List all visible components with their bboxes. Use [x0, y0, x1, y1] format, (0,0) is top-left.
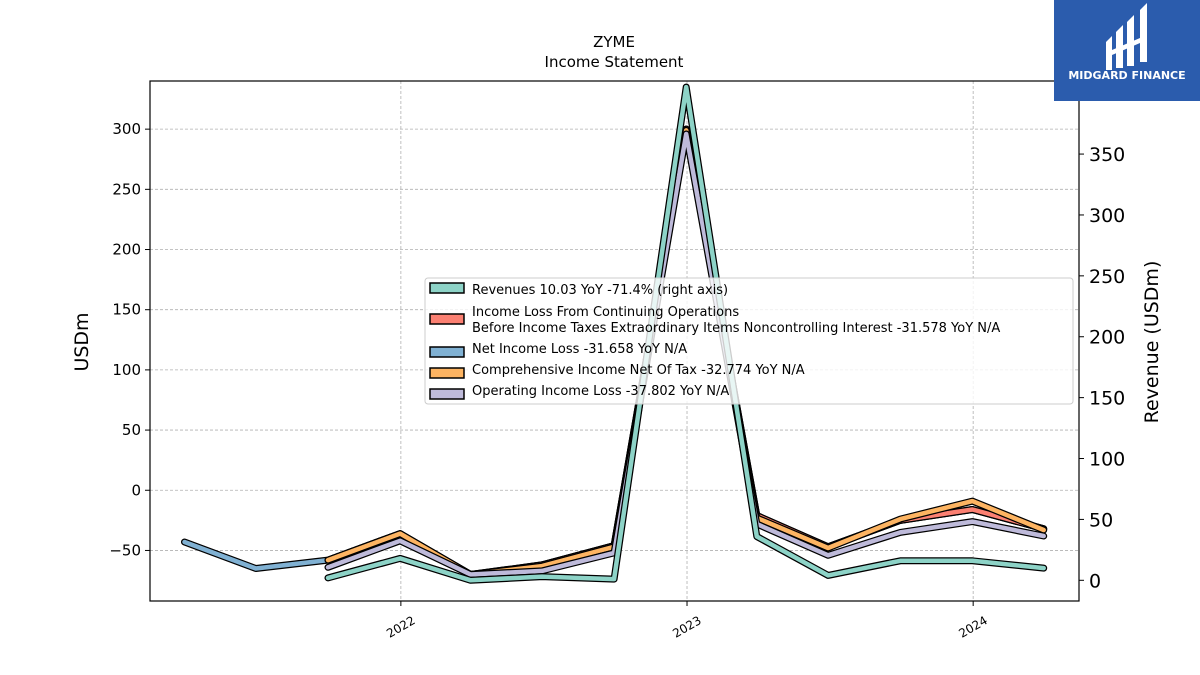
y-tick-label-right: 200 [1089, 327, 1125, 349]
y-tick-label-left: 200 [112, 241, 141, 259]
logo-mark-icon [1106, 3, 1147, 70]
chart-title: ZYME [593, 33, 635, 51]
logo-background [1054, 0, 1200, 101]
series-lines [181, 83, 1048, 584]
y-tick-label-right: 300 [1089, 205, 1125, 227]
legend-label: Before Income Taxes Extraordinary Items … [472, 321, 1000, 336]
y-axis-label-left: USDm [71, 312, 93, 371]
series-line-0 [325, 84, 1046, 583]
legend-box [424, 277, 1074, 405]
y-tick-label-right: 350 [1089, 144, 1125, 166]
legend-label: Income Loss From Continuing Operations [472, 305, 739, 320]
x-tick-label: 2024 [956, 613, 989, 640]
y-axis-label-right: Revenue (USDm) [1141, 261, 1163, 424]
legend-swatch [429, 367, 465, 379]
y-tick-label-right: 150 [1089, 388, 1125, 410]
y-tick-label-right: 250 [1089, 266, 1125, 288]
legend-label: Net Income Loss -31.658 YoY N/A [472, 342, 687, 357]
y-tick-label-left: 50 [122, 421, 141, 439]
y-tick-label-left: 100 [112, 361, 141, 379]
y-tick-label-right: 0 [1089, 570, 1101, 592]
x-tick-label: 2022 [384, 613, 417, 640]
legend-label: Comprehensive Income Net Of Tax -32.774 … [472, 363, 805, 378]
legend-swatch [429, 313, 465, 325]
y-tick-label-left: 250 [112, 180, 141, 198]
legend: Revenues 10.03 YoY -71.4% (right axis) In… [424, 277, 1074, 405]
y-tick-label-right: 100 [1089, 449, 1125, 471]
legend-swatch [429, 282, 465, 294]
y-tick-label-left: 0 [131, 481, 141, 499]
legend-swatch [429, 388, 465, 400]
y-tick-label-left: −50 [109, 541, 141, 559]
plot-frame [149, 80, 1080, 602]
y-tick-label-right: 50 [1089, 509, 1113, 531]
legend-swatch [429, 346, 465, 358]
x-tick-label: 2023 [670, 613, 703, 640]
legend-label: Revenues 10.03 YoY -71.4% (right axis) [472, 283, 728, 298]
legend-label: Operating Income Loss -37.802 YoY N/A [472, 384, 729, 399]
y-tick-label-left: 300 [112, 120, 141, 138]
chart-subtitle: Income Statement [545, 53, 684, 71]
midgard-finance-logo: MIDGARD FINANCE [1054, 0, 1200, 101]
logo-text: MIDGARD FINANCE [1068, 69, 1186, 82]
series-line-4 [325, 131, 1046, 577]
y-tick-label-left: 150 [112, 301, 141, 319]
